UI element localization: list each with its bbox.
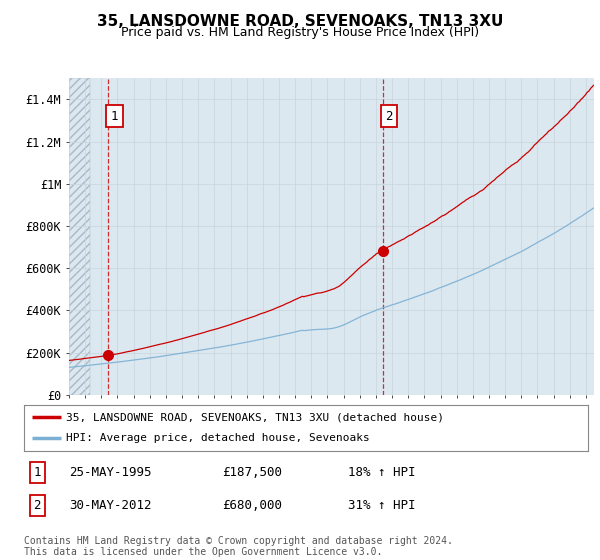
Text: 18% ↑ HPI: 18% ↑ HPI: [348, 466, 415, 479]
Text: 2: 2: [34, 499, 41, 512]
Text: £680,000: £680,000: [222, 499, 282, 512]
Text: 35, LANSDOWNE ROAD, SEVENOAKS, TN13 3XU: 35, LANSDOWNE ROAD, SEVENOAKS, TN13 3XU: [97, 14, 503, 29]
Text: 2: 2: [385, 110, 393, 123]
Text: HPI: Average price, detached house, Sevenoaks: HPI: Average price, detached house, Seve…: [66, 433, 370, 444]
Text: 1: 1: [110, 110, 118, 123]
Text: Price paid vs. HM Land Registry's House Price Index (HPI): Price paid vs. HM Land Registry's House …: [121, 26, 479, 39]
Text: 25-MAY-1995: 25-MAY-1995: [69, 466, 151, 479]
Text: Contains HM Land Registry data © Crown copyright and database right 2024.
This d: Contains HM Land Registry data © Crown c…: [24, 535, 453, 557]
Text: 1: 1: [34, 466, 41, 479]
Text: 30-MAY-2012: 30-MAY-2012: [69, 499, 151, 512]
Text: 31% ↑ HPI: 31% ↑ HPI: [348, 499, 415, 512]
Text: £187,500: £187,500: [222, 466, 282, 479]
Text: 35, LANSDOWNE ROAD, SEVENOAKS, TN13 3XU (detached house): 35, LANSDOWNE ROAD, SEVENOAKS, TN13 3XU …: [66, 412, 444, 422]
